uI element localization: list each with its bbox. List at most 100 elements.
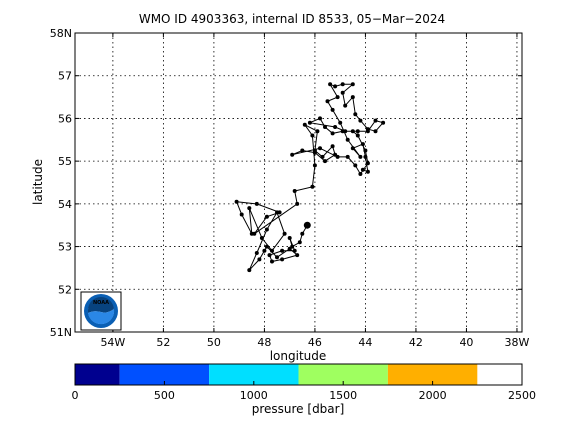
profile-point — [360, 167, 365, 172]
profile-point — [234, 199, 239, 204]
profile-point — [315, 129, 320, 134]
x-tick-labels: 54W 52 50 48 46 44 42 40 38W — [100, 336, 529, 349]
profile-point — [358, 154, 363, 159]
profile-point — [343, 103, 348, 108]
profile-point — [310, 133, 315, 138]
y-tick-label: 56 — [58, 112, 72, 125]
profile-point — [280, 257, 285, 262]
colorbar-tick-labels: 0 500 1000 1500 2000 2500 — [72, 389, 537, 402]
colorbar-segment — [75, 364, 120, 385]
profile-point — [360, 142, 365, 147]
profile-point — [335, 154, 340, 159]
profile-point — [330, 144, 335, 149]
colorbar-segment — [209, 364, 299, 385]
colorbar-tick-label: 1500 — [329, 389, 357, 402]
profile-point — [307, 120, 312, 125]
logo-sky — [88, 297, 114, 313]
x-tick-label: 40 — [459, 336, 473, 349]
profile-point — [355, 129, 360, 134]
profile-point — [270, 248, 274, 253]
x-axis-label: longitude — [270, 349, 327, 363]
profile-point — [254, 251, 259, 255]
profile-point — [328, 82, 333, 87]
profile-point — [350, 95, 355, 100]
colorbar-frame — [74, 363, 523, 386]
profile-point — [335, 95, 340, 100]
profile-point — [365, 127, 370, 132]
y-tick-label: 51N — [50, 326, 72, 339]
profile-point — [353, 112, 358, 117]
profile-point — [254, 201, 259, 206]
profile-point — [350, 82, 355, 87]
profile-point — [267, 253, 272, 258]
profile-point — [365, 161, 370, 166]
colorbar-segments — [75, 364, 478, 385]
colorbar-segment — [298, 364, 388, 385]
profile-point — [257, 257, 262, 262]
profile-point — [350, 146, 355, 151]
chart-title: WMO ID 4903363, internal ID 8533, 05−Mar… — [139, 12, 445, 26]
profile-point — [373, 118, 378, 123]
colorbar-segment — [387, 364, 478, 385]
profile-point — [320, 154, 325, 159]
colorbar-tick-label: 0 — [72, 389, 79, 402]
y-axis-label: latitude — [31, 159, 45, 205]
profile-point — [323, 159, 327, 164]
profile-point — [358, 172, 363, 176]
profile-point — [333, 84, 338, 89]
plot-area: NOAA — [74, 32, 523, 333]
profile-point — [290, 152, 295, 157]
grid-lines — [75, 32, 522, 333]
x-tick-label: 44 — [358, 336, 372, 349]
profile-point — [264, 244, 269, 249]
profile-point — [252, 231, 257, 236]
profile-point — [277, 210, 282, 215]
profile-point — [358, 118, 363, 123]
profile-point — [247, 268, 252, 273]
x-tick-label: 52 — [156, 336, 170, 349]
logo-wave — [88, 309, 115, 325]
profile-point — [262, 248, 267, 253]
profile-point — [350, 129, 355, 134]
profile-point — [381, 120, 386, 125]
plot-frame — [74, 32, 523, 333]
y-tick-label: 57 — [58, 70, 72, 83]
x-tick-label: 54W — [100, 336, 125, 349]
logo-text: NOAA — [93, 300, 109, 306]
profile-point — [270, 259, 274, 264]
profile-point — [295, 201, 300, 206]
profile-point — [330, 131, 335, 136]
x-tick-label: 42 — [409, 336, 423, 349]
y-tick-label: 58N — [50, 27, 72, 40]
profile-point — [264, 227, 269, 232]
profile-point — [318, 146, 322, 151]
colorbar-ticks — [74, 381, 523, 385]
profile-point — [287, 246, 292, 251]
x-tick-label: 38W — [505, 336, 530, 349]
colorbar-label: pressure [dbar] — [252, 402, 345, 416]
profile-point — [312, 163, 317, 168]
profile-point — [239, 212, 244, 217]
profile-point — [340, 90, 345, 95]
latest-position-marker — [303, 221, 311, 229]
profile-point — [312, 150, 317, 155]
profile-point — [282, 231, 287, 236]
y-tick-labels: 51N 52 53 54 55 56 57 58N — [50, 27, 72, 339]
x-tick-label: 48 — [257, 336, 271, 349]
profile-point — [345, 154, 350, 159]
x-tick-label: 50 — [207, 336, 221, 349]
profile-point — [363, 154, 368, 159]
x-tick-label: 46 — [308, 336, 322, 349]
profile-point — [297, 240, 302, 245]
profile-point — [345, 137, 350, 142]
colorbar-tick-label: 2000 — [419, 389, 447, 402]
profile-point — [295, 253, 300, 258]
profile-point — [292, 189, 297, 193]
plot-background — [75, 33, 522, 332]
float-track — [234, 82, 386, 273]
profile-point — [264, 214, 269, 219]
profile-point — [310, 184, 315, 189]
profile-point — [325, 99, 330, 104]
profile-point — [363, 148, 368, 153]
